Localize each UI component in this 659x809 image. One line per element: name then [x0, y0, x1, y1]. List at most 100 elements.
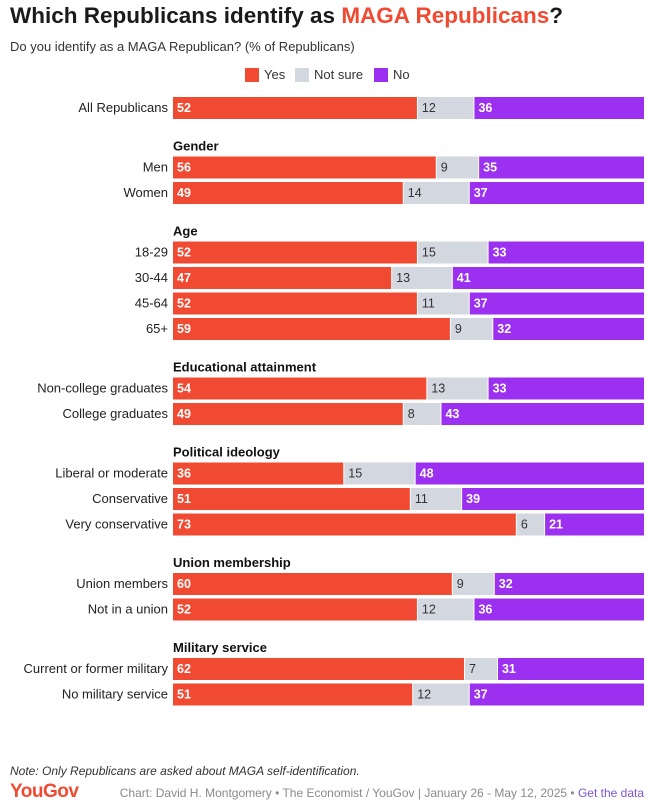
- data-label-no: 41: [457, 271, 471, 285]
- data-label-not-sure: 8: [408, 407, 415, 421]
- data-label-no: 43: [445, 407, 459, 421]
- bar-segment-no: [462, 488, 644, 510]
- data-label-not-sure: 7: [469, 662, 476, 676]
- data-label-no: 32: [499, 577, 513, 591]
- group-header: Age: [173, 224, 198, 239]
- data-label-yes: 52: [177, 101, 191, 115]
- data-label-no: 39: [466, 492, 480, 506]
- bar-segment-no: [469, 182, 644, 204]
- row-label: Liberal or moderate: [55, 466, 168, 481]
- data-label-yes: 47: [177, 271, 191, 285]
- data-label-not-sure: 14: [408, 186, 422, 200]
- data-label-no: 48: [420, 467, 434, 481]
- bar-segment-no: [469, 683, 644, 706]
- data-label-no: 37: [474, 186, 488, 200]
- bar-segment-not-sure: [417, 292, 469, 315]
- row-label: 18-29: [135, 245, 168, 260]
- data-label-not-sure: 13: [431, 382, 445, 396]
- credit-text: Chart: David H. Montgomery • The Economi…: [119, 786, 575, 800]
- chart-subtitle: Do you identify as a MAGA Republican? (%…: [10, 39, 355, 54]
- group-header: Military service: [173, 640, 267, 655]
- row-label: 30-44: [135, 270, 168, 285]
- bar-segment-no: [415, 462, 644, 485]
- bar-segment-not-sure: [450, 318, 493, 340]
- get-the-data-link[interactable]: Get the data: [577, 786, 644, 800]
- bar-segment-no: [545, 513, 644, 536]
- group-header: Union membership: [173, 555, 291, 570]
- bar-segment-yes: [173, 182, 403, 204]
- chart-credit: Chart: David H. Montgomery • The Economi…: [120, 786, 644, 800]
- bar-segment-yes: [173, 318, 450, 340]
- bar-segment-no: [469, 292, 644, 315]
- data-label-not-sure: 9: [441, 161, 448, 175]
- bar-segment-not-sure: [413, 683, 469, 706]
- bar-segment-not-sure: [392, 267, 452, 289]
- row-label: College graduates: [62, 406, 168, 421]
- data-label-no: 37: [474, 688, 488, 702]
- bar-segment-no: [441, 403, 644, 425]
- row-label: Conservative: [92, 491, 168, 506]
- data-label-yes: 52: [177, 603, 191, 617]
- data-label-yes: 49: [177, 186, 191, 200]
- data-label-not-sure: 11: [415, 492, 428, 506]
- data-label-not-sure: 15: [348, 467, 362, 481]
- bar-segment-yes: [173, 598, 417, 621]
- data-label-no: 21: [549, 518, 563, 532]
- bar-segment-yes: [173, 267, 392, 289]
- legend-label-not-sure: Not sure: [314, 67, 364, 82]
- bar-segment-no: [497, 658, 644, 680]
- data-label-no: 37: [474, 297, 488, 311]
- bar-segment-yes: [173, 241, 417, 264]
- bar-segment-not-sure: [344, 462, 415, 485]
- group-header: Gender: [173, 139, 219, 154]
- bar-segment-yes: [173, 403, 403, 425]
- bar-segment-not-sure: [465, 658, 497, 680]
- data-label-yes: 36: [177, 467, 191, 481]
- row-label: Men: [143, 160, 168, 175]
- row-label: No military service: [62, 687, 168, 702]
- data-label-no: 33: [493, 246, 507, 260]
- row-label: Union members: [76, 576, 168, 591]
- bar-segment-yes: [173, 683, 413, 706]
- bar-segment-no: [479, 156, 644, 179]
- bar-segment-yes: [173, 488, 410, 510]
- bar-segment-no: [452, 267, 644, 289]
- data-label-yes: 73: [177, 518, 191, 532]
- legend-swatch-not-sure: [295, 68, 309, 82]
- bar-segment-yes: [173, 462, 344, 485]
- data-label-no: 31: [502, 662, 516, 676]
- data-label-not-sure: 15: [422, 246, 436, 260]
- bar-segment-yes: [173, 97, 417, 119]
- row-label: Not in a union: [88, 602, 168, 617]
- data-label-yes: 52: [177, 297, 191, 311]
- group-header: Political ideology: [173, 445, 281, 460]
- data-label-yes: 51: [177, 688, 191, 702]
- bar-segment-yes: [173, 513, 516, 536]
- data-label-yes: 54: [177, 382, 191, 396]
- bar-segment-no: [493, 318, 644, 340]
- bar-segment-not-sure: [417, 598, 474, 621]
- row-label: Non-college graduates: [37, 381, 168, 396]
- data-label-no: 36: [478, 101, 492, 115]
- data-label-not-sure: 12: [417, 688, 431, 702]
- data-label-not-sure: 9: [455, 322, 462, 336]
- bar-segment-no: [488, 241, 644, 264]
- data-label-not-sure: 11: [422, 297, 435, 311]
- data-label-yes: 49: [177, 407, 191, 421]
- bar-segment-not-sure: [403, 403, 441, 425]
- bar-segment-yes: [173, 658, 465, 680]
- data-label-no: 36: [478, 603, 492, 617]
- yougov-logo: YouGov: [10, 781, 79, 802]
- row-label: 45-64: [135, 296, 168, 311]
- data-label-not-sure: 12: [422, 603, 436, 617]
- footnote: Note: Only Republicans are asked about M…: [10, 764, 360, 778]
- row-label: Women: [123, 185, 168, 200]
- data-label-yes: 51: [177, 492, 191, 506]
- row-label: 65+: [146, 321, 168, 336]
- bar-segment-no: [474, 598, 644, 621]
- legend-swatch-no: [374, 68, 388, 82]
- data-label-no: 35: [483, 161, 497, 175]
- bar-segment-not-sure: [417, 97, 474, 119]
- group-header: Educational attainment: [173, 360, 317, 375]
- data-label-not-sure: 6: [521, 518, 528, 532]
